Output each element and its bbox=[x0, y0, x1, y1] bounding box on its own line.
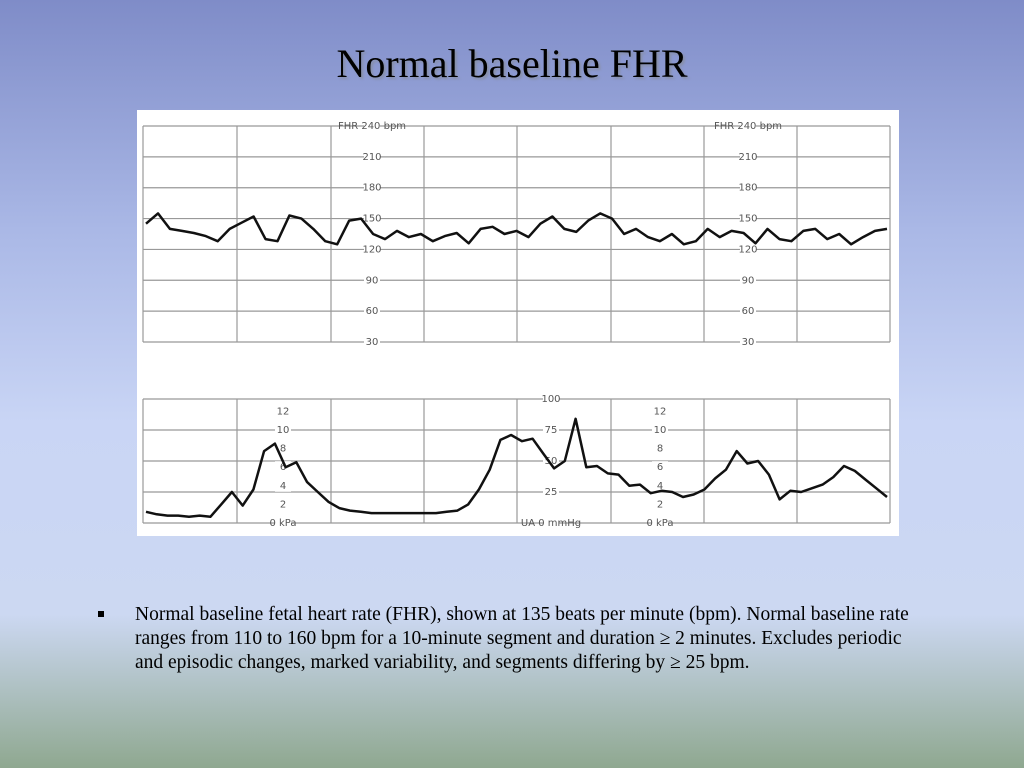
y-tick-label: 4 bbox=[657, 481, 663, 492]
tick-label-bg bbox=[740, 274, 756, 287]
tick-label-bg bbox=[652, 423, 668, 436]
tick-label-bg bbox=[275, 517, 291, 529]
tick-label-bg bbox=[740, 150, 756, 163]
y-tick-label: 120 bbox=[738, 244, 757, 255]
tick-label-bg bbox=[652, 498, 668, 511]
tick-label-bg bbox=[275, 423, 291, 436]
tick-label-bg bbox=[364, 305, 380, 318]
y-tick-label: FHR 240 bpm bbox=[714, 121, 782, 132]
y-tick-label: UA 0 mmHg bbox=[521, 518, 581, 529]
bullet-marker bbox=[98, 611, 104, 617]
y-tick-label: 50 bbox=[545, 456, 558, 467]
tick-label-bg bbox=[364, 212, 380, 225]
y-tick-label: 6 bbox=[280, 462, 286, 473]
y-tick-label: 90 bbox=[366, 275, 379, 286]
y-tick-label: 12 bbox=[277, 406, 290, 417]
tick-label-bg bbox=[364, 120, 380, 132]
y-tick-label: 60 bbox=[366, 306, 379, 317]
y-tick-label: 30 bbox=[366, 337, 379, 348]
tick-label-bg bbox=[364, 336, 380, 348]
y-tick-label: 2 bbox=[657, 499, 663, 510]
y-tick-label: 180 bbox=[362, 183, 381, 194]
tick-label-bg bbox=[652, 405, 668, 418]
figure-background bbox=[137, 110, 899, 536]
tick-label-bg bbox=[740, 212, 756, 225]
y-tick-label: 100 bbox=[541, 394, 560, 405]
y-tick-label: 2 bbox=[280, 499, 286, 510]
y-tick-label: 8 bbox=[280, 444, 286, 455]
y-tick-label: FHR 240 bpm bbox=[338, 121, 406, 132]
tick-label-bg bbox=[740, 243, 756, 256]
y-tick-label: 120 bbox=[362, 244, 381, 255]
tick-label-bg bbox=[740, 120, 756, 132]
tick-label-bg bbox=[543, 424, 559, 436]
y-tick-label: 210 bbox=[738, 152, 757, 163]
tick-label-bg bbox=[543, 517, 559, 529]
y-tick-label: 4 bbox=[280, 481, 286, 492]
tick-label-bg bbox=[275, 498, 291, 511]
bullet-text: Normal baseline fetal heart rate (FHR), … bbox=[135, 604, 909, 673]
tick-label-bg bbox=[543, 486, 559, 498]
tick-label-bg bbox=[652, 442, 668, 455]
tick-label-bg bbox=[740, 305, 756, 318]
trace-line bbox=[145, 417, 888, 519]
y-tick-label: 8 bbox=[657, 444, 663, 455]
y-tick-label: 60 bbox=[742, 306, 755, 317]
y-tick-label: 210 bbox=[362, 152, 381, 163]
tick-label-bg bbox=[740, 181, 756, 194]
y-tick-label: 6 bbox=[657, 462, 663, 473]
y-tick-label: 150 bbox=[362, 214, 381, 225]
tick-label-bg bbox=[275, 405, 291, 418]
tick-label-bg bbox=[364, 243, 380, 256]
y-tick-label: 0 kPa bbox=[269, 518, 296, 529]
tick-label-bg bbox=[740, 336, 756, 348]
trace-line bbox=[145, 212, 888, 246]
y-tick-label: 90 bbox=[742, 275, 755, 286]
tick-label-bg bbox=[652, 461, 668, 474]
tick-label-bg bbox=[652, 479, 668, 492]
y-tick-label: 150 bbox=[738, 214, 757, 225]
tick-label-bg bbox=[364, 274, 380, 287]
tick-label-bg bbox=[364, 150, 380, 163]
tick-label-bg bbox=[364, 181, 380, 194]
y-tick-label: 10 bbox=[277, 425, 290, 436]
tick-label-bg bbox=[652, 517, 668, 529]
tick-label-bg bbox=[275, 461, 291, 474]
slide-title: Normal baseline FHR bbox=[336, 41, 688, 86]
tick-label-bg bbox=[543, 393, 559, 405]
y-tick-label: 25 bbox=[545, 487, 558, 498]
y-tick-label: 30 bbox=[742, 337, 755, 348]
y-tick-label: 0 kPa bbox=[646, 518, 673, 529]
tick-label-bg bbox=[275, 479, 291, 492]
y-tick-label: 10 bbox=[654, 425, 667, 436]
y-tick-label: 75 bbox=[545, 425, 558, 436]
y-tick-label: 180 bbox=[738, 183, 757, 194]
y-tick-label: 12 bbox=[654, 406, 667, 417]
